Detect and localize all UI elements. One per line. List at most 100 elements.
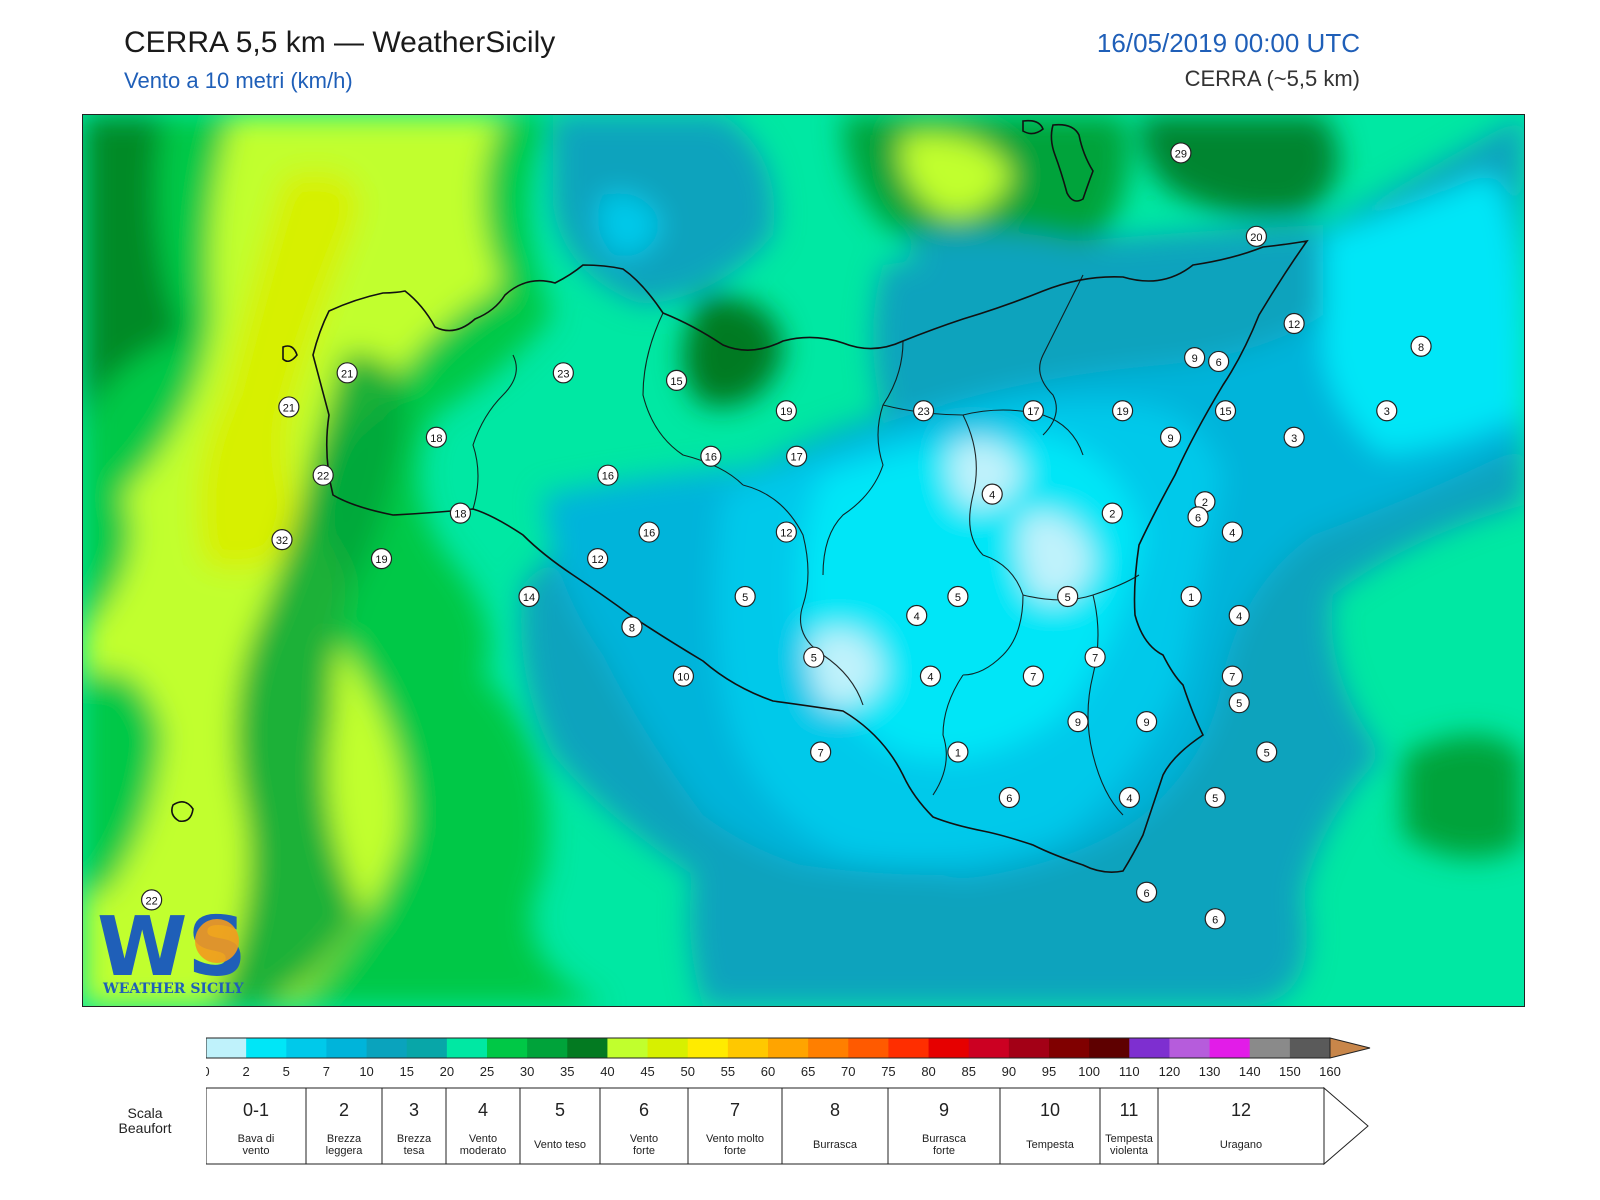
colorbar-tick-label: 20 xyxy=(440,1064,454,1079)
colorbar-bin xyxy=(768,1038,809,1058)
station-dot xyxy=(597,464,619,486)
colorbar-tick-label: 5 xyxy=(283,1064,290,1079)
station-dot xyxy=(734,585,756,608)
station-dot xyxy=(775,521,797,543)
station-marker: 9 xyxy=(1184,347,1206,369)
beaufort-force: 3 xyxy=(409,1100,419,1120)
station-marker: 12 xyxy=(1283,312,1305,335)
station-value: 5 xyxy=(742,592,748,604)
station-marker: 17 xyxy=(786,445,808,467)
colorbar-bin xyxy=(928,1038,970,1058)
station-marker: 22 xyxy=(312,464,334,486)
colorbar-bin xyxy=(808,1038,849,1058)
beaufort-force: 5 xyxy=(555,1100,565,1120)
beaufort-box: 5 Vento teso xyxy=(519,1087,601,1165)
beaufort-cell xyxy=(1099,1087,1159,1165)
colorbar-tick-label: 85 xyxy=(961,1064,975,1079)
colorbar-bin xyxy=(406,1038,448,1058)
station-dot xyxy=(1170,142,1192,164)
station-dot xyxy=(1208,350,1230,373)
beaufort-cell xyxy=(687,1087,783,1165)
beaufort-label: Burrasca xyxy=(813,1139,858,1151)
beaufort-label: Vento molto forte xyxy=(706,1133,764,1157)
station-value: 9 xyxy=(1144,717,1150,729)
station-marker: 9 xyxy=(1135,711,1158,733)
station-value: 19 xyxy=(375,554,387,566)
beaufort-force: 8 xyxy=(830,1100,840,1120)
colorbar-tick-label: 7 xyxy=(323,1064,330,1079)
station-marker: 1 xyxy=(1180,585,1202,608)
station-marker: 6 xyxy=(1208,350,1230,373)
beaufort-scale-title: Scala Beaufort xyxy=(118,1105,172,1136)
station-value: 4 xyxy=(1126,793,1132,805)
beaufort-label: Brezza leggera xyxy=(326,1133,364,1157)
beaufort-box: 7 Vento molto forte xyxy=(687,1087,783,1165)
station-marker: 16 xyxy=(700,445,722,467)
station-value: 23 xyxy=(917,406,929,418)
station-marker: 7 xyxy=(1084,646,1106,668)
station-marker: 10 xyxy=(672,665,695,687)
colorbar-tick-label: 120 xyxy=(1159,1064,1181,1079)
station-value: 19 xyxy=(780,406,792,418)
station-value: 9 xyxy=(1075,717,1081,729)
colorbar-tick-label: 35 xyxy=(560,1064,574,1079)
station-value: 29 xyxy=(1175,148,1187,160)
station-dot xyxy=(621,616,643,638)
map-subtitle: Vento a 10 metri (km/h) xyxy=(124,68,353,93)
station-marker: 6 xyxy=(1187,506,1209,528)
colorbar-bin xyxy=(567,1038,608,1058)
colorbar-bin xyxy=(647,1038,689,1058)
station-dot xyxy=(947,741,969,763)
station-value: 3 xyxy=(1291,433,1297,445)
station-value: 22 xyxy=(317,471,329,483)
beaufort-label: Brezza tesa xyxy=(397,1133,432,1157)
wind-speed-shading xyxy=(83,115,1524,1006)
beaufort-box: 10 Tempesta xyxy=(999,1087,1101,1165)
colorbar-bin xyxy=(687,1038,729,1058)
colorbar-tick-label: 25 xyxy=(480,1064,494,1079)
station-value: 18 xyxy=(454,509,466,521)
beaufort-box: 12 Uragano xyxy=(1157,1087,1325,1165)
station-value: 6 xyxy=(1216,357,1222,369)
colorbar-tick-label: 160 xyxy=(1319,1064,1341,1079)
station-value: 3 xyxy=(1384,406,1390,418)
beaufort-cell xyxy=(781,1087,889,1165)
colorbar-bin xyxy=(1089,1038,1130,1058)
weathersicily-logo: WS WEATHER SICILY xyxy=(97,900,247,997)
station-value: 5 xyxy=(1264,747,1270,759)
colorbar-tick-label: 30 xyxy=(520,1064,534,1079)
station-dot xyxy=(1410,335,1432,357)
station-value: 16 xyxy=(602,471,614,483)
colorbar-tick-label: 0 xyxy=(206,1064,210,1079)
station-value: 1 xyxy=(955,747,961,759)
station-dot xyxy=(1057,585,1079,608)
station-dot xyxy=(1135,881,1158,903)
station-marker: 14 xyxy=(518,585,540,608)
station-dot xyxy=(1204,786,1226,809)
station-value: 6 xyxy=(1195,512,1201,524)
beaufort-label: Tempesta violenta xyxy=(1105,1133,1154,1157)
wind-map-frame: 29 20 12 8 9 6 21 23 15 21 19 23 17 19 15 3 18 9 3 16 17 22 16… xyxy=(82,114,1525,1007)
station-marker: 7 xyxy=(1022,665,1044,687)
station-marker: 15 xyxy=(1214,400,1237,422)
station-dot xyxy=(981,483,1003,505)
station-value: 16 xyxy=(705,452,717,464)
station-value: 6 xyxy=(1144,888,1150,900)
station-value: 17 xyxy=(791,452,803,464)
station-dot xyxy=(906,604,928,627)
station-marker: 5 xyxy=(1057,585,1079,608)
station-dot xyxy=(810,741,832,763)
station-dot xyxy=(1376,400,1398,422)
station-dot xyxy=(1228,692,1250,714)
colorbar-tick-label: 40 xyxy=(600,1064,614,1079)
station-marker: 8 xyxy=(621,616,643,638)
station-value: 1 xyxy=(1188,592,1194,604)
colorbar-bin xyxy=(727,1038,769,1058)
station-value: 5 xyxy=(1236,698,1242,710)
colorbar-tick-label: 15 xyxy=(399,1064,413,1079)
station-value: 4 xyxy=(927,672,933,684)
station-marker: 18 xyxy=(449,502,472,524)
station-marker: 5 xyxy=(947,585,969,608)
station-dot xyxy=(919,665,942,687)
